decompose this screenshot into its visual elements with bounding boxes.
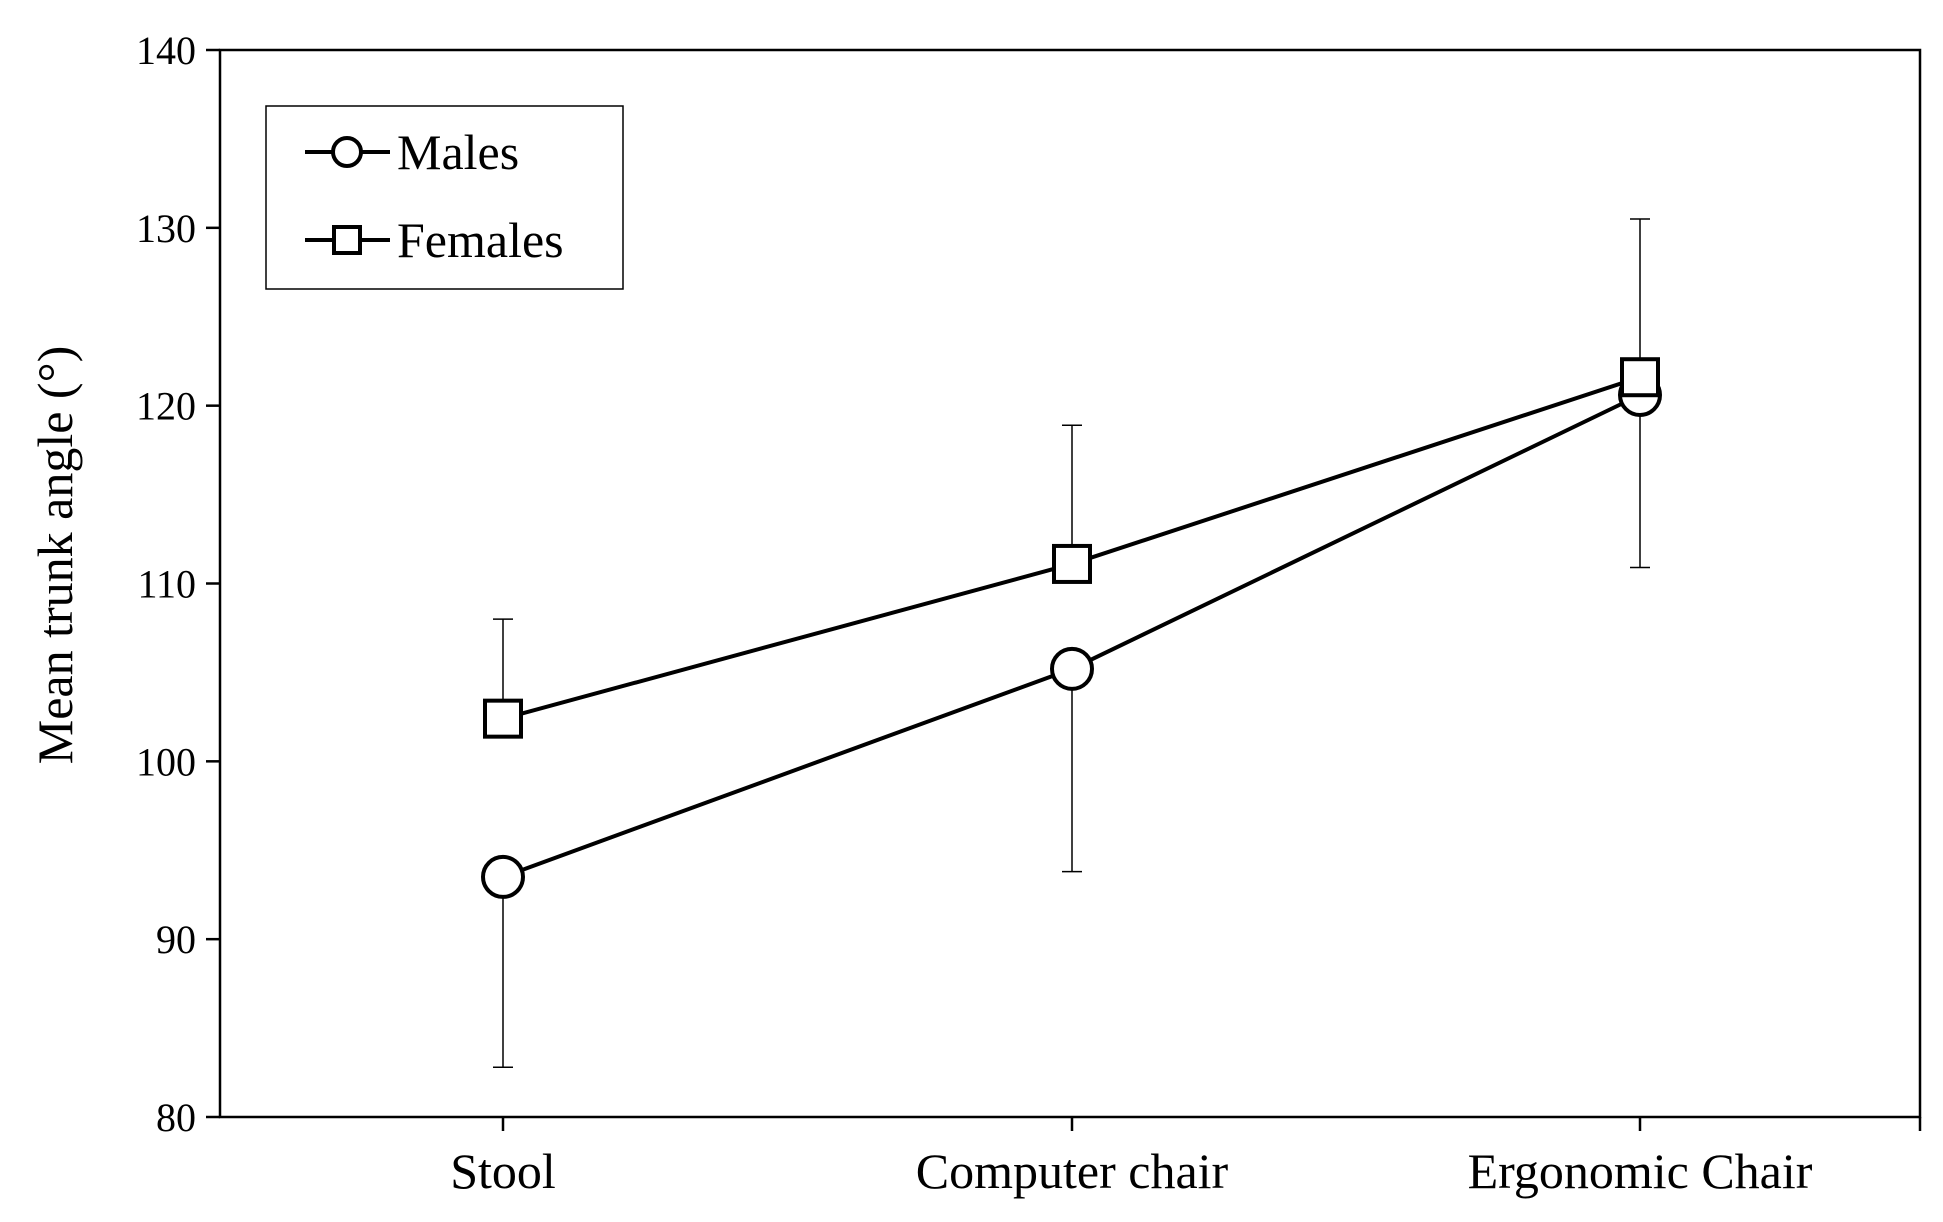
legend: Males Females <box>265 105 624 290</box>
data-point-females <box>483 698 523 739</box>
y-tick-label: 110 <box>137 562 196 607</box>
x-tick-label: Ergonomic Chair <box>1468 1143 1813 1199</box>
legend-label: Males <box>397 124 519 180</box>
y-tick-label: 140 <box>136 28 196 73</box>
error-bars <box>493 218 1650 1068</box>
ticks: 80 90 100 110 120 130 140 Stool Computer chair Er… <box>136 28 1922 1199</box>
data-point-females <box>1052 543 1092 584</box>
legend-box <box>265 105 624 290</box>
y-tick-label: 80 <box>156 1095 196 1140</box>
data-point-males <box>481 854 525 899</box>
x-tick-label: Computer chair <box>916 1143 1229 1199</box>
x-tick-label: Stool <box>450 1143 556 1199</box>
legend-marker-circle <box>331 136 363 168</box>
data-point-females <box>1620 357 1660 398</box>
y-tick-label: 130 <box>136 206 196 251</box>
y-tick-label: 90 <box>156 917 196 962</box>
legend-label: Females <box>397 212 564 268</box>
series-markers <box>481 357 1662 899</box>
y-axis-label: Mean trunk angle (°) <box>27 346 83 764</box>
legend-marker-square <box>332 225 362 255</box>
y-tick-label: 120 <box>136 384 196 429</box>
data-point-males <box>1050 646 1094 691</box>
y-tick-label: 100 <box>136 739 196 784</box>
